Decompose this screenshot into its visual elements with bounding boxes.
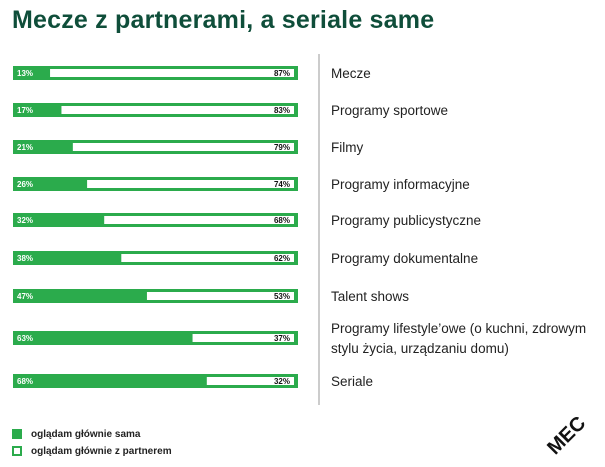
bar-partner: [206, 377, 294, 385]
category-label: Programy publicystyczne: [331, 213, 481, 228]
bar-partner: [72, 143, 294, 151]
legend-item-alone: oglądam głównie sama: [12, 428, 172, 440]
bar-partner: [192, 334, 294, 342]
bar-label-alone: 26%: [17, 180, 33, 189]
bar-partner: [121, 254, 294, 262]
mec-logo-icon: MEC: [543, 412, 589, 458]
bar-label-alone: 38%: [17, 254, 33, 263]
legend-label-partner: oglądam głównie z partnerem: [31, 445, 172, 457]
legend: oglądam głównie sama oglądam głównie z p…: [12, 428, 172, 462]
category-label: stylu życia, urządzaniu domu): [331, 341, 509, 356]
legend-swatch-partner: [12, 446, 22, 456]
bar-label-partner: 87%: [274, 69, 290, 78]
bar-partner: [50, 69, 294, 77]
category-label: Filmy: [331, 140, 363, 155]
bar-chart: 13% 87% Mecze 17% 83% Programy sportowe 21% 79%…: [13, 54, 586, 405]
category-label: Mecze: [331, 66, 371, 81]
bar-label-partner: 68%: [274, 216, 290, 225]
category-label: Programy lifestyle’owe (o kuchni, zdrowy…: [331, 321, 586, 336]
bar-label-alone: 32%: [17, 216, 33, 225]
category-label: Programy informacyjne: [331, 177, 470, 192]
bar-label-partner: 74%: [274, 180, 290, 189]
logo-text: MEC: [543, 412, 589, 458]
bar-label-alone: 21%: [17, 143, 33, 152]
category-label: Seriale: [331, 374, 373, 389]
bar-label-alone: 47%: [17, 292, 33, 301]
bar-label-partner: 83%: [274, 106, 290, 115]
category-label: Talent shows: [331, 289, 409, 304]
bar-label-alone: 68%: [17, 377, 33, 386]
bar-partner: [61, 106, 295, 114]
bar-label-partner: 53%: [274, 292, 290, 301]
bar-partner: [87, 180, 294, 188]
bar-label-partner: 62%: [274, 254, 290, 263]
bar-partner: [146, 292, 294, 300]
category-label: Programy dokumentalne: [331, 251, 478, 266]
bar-label-alone: 63%: [17, 334, 33, 343]
bar-label-partner: 37%: [274, 334, 290, 343]
bar-label-alone: 17%: [17, 106, 33, 115]
category-label: Programy sportowe: [331, 103, 448, 118]
chart-title: Mecze z partnerami, a seriale same: [12, 6, 435, 34]
legend-swatch-alone: [12, 429, 22, 439]
bar-label-partner: 32%: [274, 377, 290, 386]
legend-item-partner: oglądam głównie z partnerem: [12, 445, 172, 457]
bar-label-alone: 13%: [17, 69, 33, 78]
bar-partner: [104, 216, 294, 224]
bar-label-partner: 79%: [274, 143, 290, 152]
legend-label-alone: oglądam głównie sama: [31, 428, 141, 440]
